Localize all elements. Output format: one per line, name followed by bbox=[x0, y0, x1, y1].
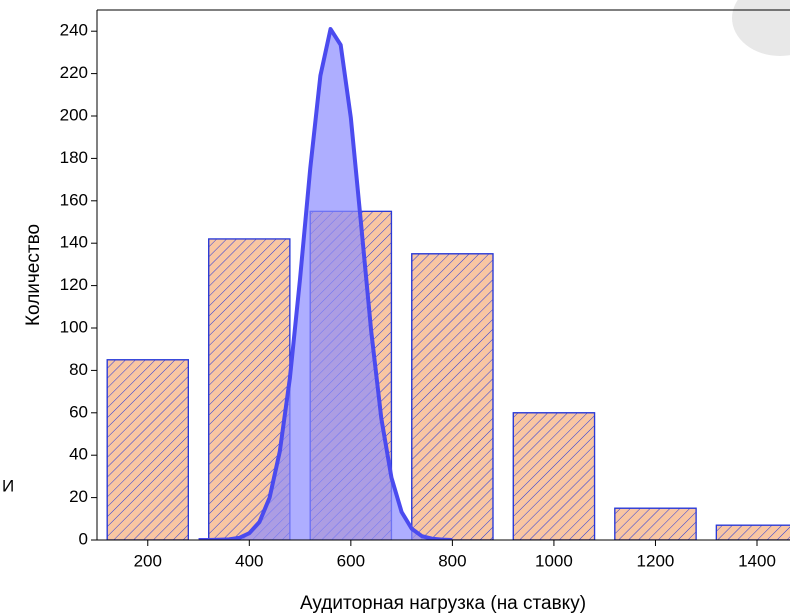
x-tick-label: 400 bbox=[235, 551, 263, 570]
bar-hatch bbox=[614, 507, 697, 540]
bar-hatch bbox=[411, 253, 494, 540]
y-tick-label: 240 bbox=[60, 21, 88, 40]
x-axis-title: Аудиторная нагрузка (на ставку) bbox=[300, 593, 586, 614]
bar-hatch bbox=[715, 524, 790, 540]
bar-hatch bbox=[106, 359, 189, 540]
y-tick-label: 60 bbox=[69, 402, 88, 421]
x-tick-label: 600 bbox=[337, 551, 365, 570]
y-tick-label: 160 bbox=[60, 190, 88, 209]
y-tick-label: 100 bbox=[60, 317, 88, 336]
x-tick-label: 200 bbox=[134, 551, 162, 570]
background-blob bbox=[732, 0, 790, 56]
y-tick-label: 200 bbox=[60, 105, 88, 124]
x-tick-label: 800 bbox=[438, 551, 466, 570]
bar-hatch bbox=[512, 412, 596, 540]
y-tick-label: 120 bbox=[60, 275, 88, 294]
curve-area bbox=[198, 29, 453, 540]
y-axis-title: Количество bbox=[23, 224, 44, 326]
y-tick-label: 20 bbox=[69, 487, 88, 506]
y-tick-label: 220 bbox=[60, 63, 88, 82]
x-tick-label: 1400 bbox=[738, 551, 776, 570]
y-tick-label: 0 bbox=[79, 529, 88, 548]
y-tick-label: 40 bbox=[69, 445, 88, 464]
x-tick-label: 1000 bbox=[535, 551, 573, 570]
y-tick-label: 180 bbox=[60, 148, 88, 167]
x-tick-label: 1200 bbox=[637, 551, 675, 570]
plot-area bbox=[106, 27, 790, 540]
curve-line bbox=[198, 27, 453, 540]
y-tick-label: 140 bbox=[60, 233, 88, 252]
fragment-text: И bbox=[2, 476, 14, 495]
y-tick-label: 80 bbox=[69, 360, 88, 379]
